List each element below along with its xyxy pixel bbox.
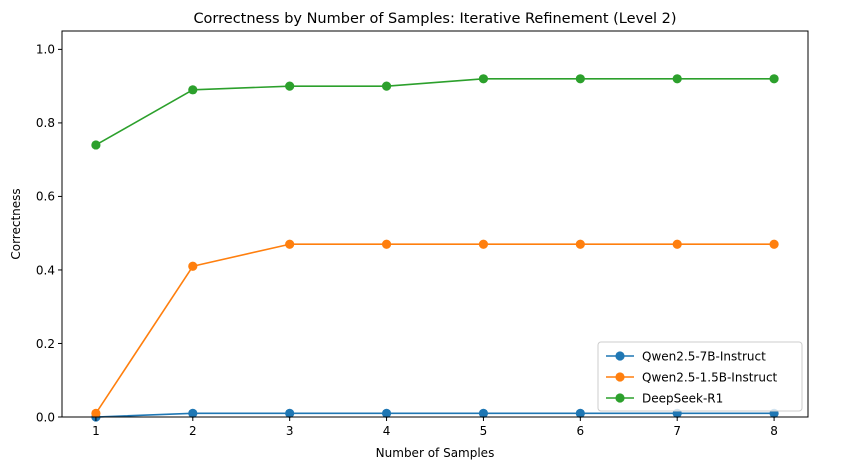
- y-axis-ticks: 0.0 0.2 0.4 0.6 0.8 1.0: [36, 43, 62, 424]
- series-line: [94, 77, 775, 147]
- y-tick-label: 1.0: [36, 43, 55, 57]
- data-point: [478, 408, 489, 418]
- x-tick-label: 3: [286, 424, 294, 438]
- y-tick-label: 0.6: [36, 190, 55, 204]
- data-point: [188, 261, 198, 271]
- series-layer: [91, 74, 779, 422]
- legend-item: DeepSeek-R1: [606, 391, 723, 405]
- legend-marker: [615, 351, 625, 361]
- data-point: [381, 408, 392, 418]
- legend-box: [597, 341, 803, 412]
- x-axis-label: Number of Samples: [376, 446, 495, 460]
- x-tick-label: 2: [189, 424, 197, 438]
- x-tick-label: 5: [480, 424, 488, 438]
- data-point: [188, 85, 198, 95]
- y-tick-label: 0.8: [36, 116, 55, 130]
- legend-label: DeepSeek-R1: [642, 391, 723, 405]
- series-line: [95, 412, 775, 418]
- y-tick-label: 0.2: [36, 337, 55, 351]
- x-tick-label: 7: [673, 424, 681, 438]
- data-point: [381, 81, 392, 91]
- legend-label: Qwen2.5-1.5B-Instruct: [642, 370, 778, 384]
- x-axis-ticks: 1 2 3 4 5 6 7 8: [92, 417, 778, 438]
- data-point: [478, 239, 489, 249]
- data-point: [575, 74, 585, 84]
- legend-label: Qwen2.5-7B-Instruct: [642, 349, 766, 363]
- data-point: [478, 74, 489, 84]
- data-point: [381, 239, 392, 249]
- x-tick-label: 4: [383, 424, 391, 438]
- data-point: [769, 74, 779, 84]
- legend-marker: [615, 393, 625, 403]
- x-tick-label: 6: [577, 424, 585, 438]
- x-tick-label: 8: [770, 424, 778, 438]
- data-point: [285, 239, 295, 249]
- data-point: [285, 81, 295, 91]
- legend: Qwen2.5-7B-Instruct Qwen2.5-1.5B-Instruct…: [597, 341, 803, 412]
- plot-frame: [61, 30, 809, 418]
- y-tick-label: 0.0: [36, 410, 55, 424]
- y-tick-label: 0.4: [36, 263, 55, 277]
- y-axis-label: Correctness: [9, 188, 23, 259]
- data-point: [91, 140, 101, 150]
- series-2: [91, 239, 779, 418]
- data-point: [575, 408, 585, 418]
- data-point: [672, 74, 682, 84]
- legend-marker: [615, 372, 625, 382]
- data-point: [188, 408, 198, 418]
- data-point: [672, 239, 682, 249]
- data-point: [285, 408, 295, 418]
- data-point: [91, 408, 101, 418]
- data-point: [575, 239, 585, 249]
- series-line: [94, 243, 775, 415]
- legend-item: Qwen2.5-7B-Instruct: [606, 349, 766, 363]
- series-3: [91, 74, 779, 150]
- x-tick-label: 1: [92, 424, 100, 438]
- legend-item: Qwen2.5-1.5B-Instruct: [606, 370, 778, 384]
- chart-title: Correctness by Number of Samples: Iterat…: [193, 11, 676, 27]
- data-point: [769, 239, 779, 249]
